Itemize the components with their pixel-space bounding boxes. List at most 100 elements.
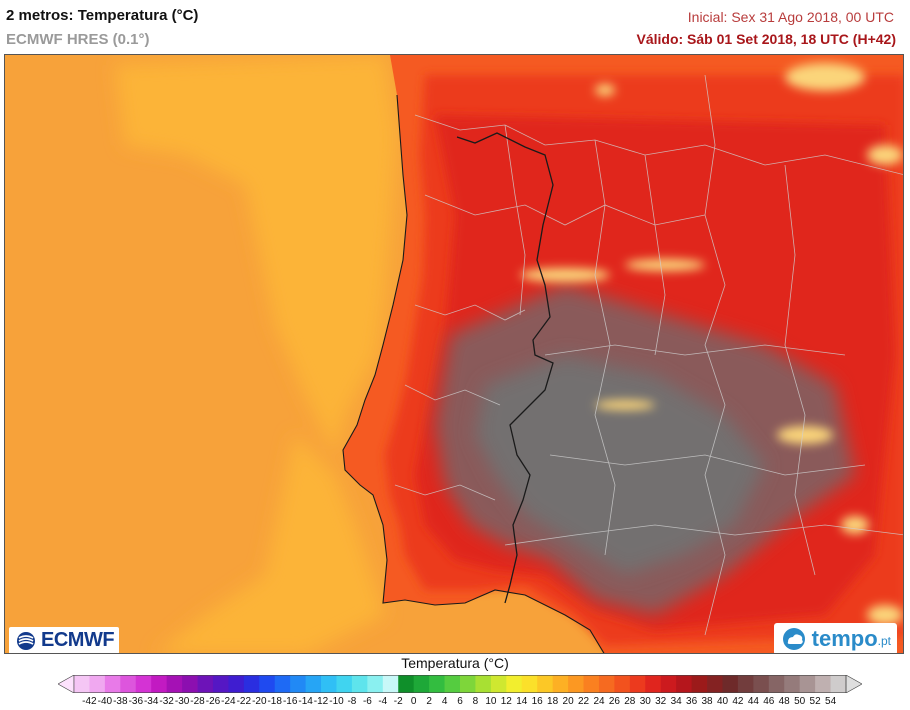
colorbar-tick-label: 54 bbox=[825, 696, 837, 707]
colorbar-swatch bbox=[707, 675, 723, 693]
colorbar-swatch bbox=[614, 675, 631, 693]
colorbar-tick-label: 52 bbox=[809, 696, 821, 707]
region-boundary bbox=[594, 139, 616, 556]
mountain-cold-spot bbox=[867, 605, 903, 625]
ecmwf-logo: ECMWF bbox=[9, 627, 120, 653]
colorbar-tick-label: -6 bbox=[362, 696, 372, 707]
colorbar-swatch bbox=[815, 675, 831, 693]
colorbar-tick-label: 10 bbox=[485, 696, 497, 707]
colorbar-tick-label: 28 bbox=[624, 696, 636, 707]
region-boundary bbox=[549, 454, 866, 476]
mountain-cold-spot bbox=[841, 516, 869, 534]
portugal-spain-border bbox=[456, 132, 554, 604]
colorbar-tick-label: -18 bbox=[267, 696, 282, 707]
colorbar-swatch bbox=[444, 675, 461, 693]
colorbar-tick-label: 6 bbox=[457, 696, 463, 707]
colorbar-swatch bbox=[799, 675, 816, 693]
tempo-logo: tempo .pt bbox=[773, 623, 897, 653]
colorbar-swatch bbox=[784, 675, 801, 693]
colorbar-swatch bbox=[660, 675, 677, 693]
temperature-map[interactable]: ECMWF tempo .pt bbox=[4, 54, 904, 654]
colorbar-swatch bbox=[568, 675, 584, 693]
colorbar-swatch bbox=[537, 675, 554, 693]
colorbar-swatch bbox=[460, 675, 476, 693]
colorbar-tick-label: -4 bbox=[378, 696, 388, 707]
colorbar-swatch bbox=[259, 675, 276, 693]
colorbar-tick-label: -2 bbox=[393, 696, 403, 707]
colorbar-swatch bbox=[583, 675, 600, 693]
colorbar-tick-label: -8 bbox=[347, 696, 357, 707]
colorbar-swatch bbox=[197, 675, 214, 693]
colorbar-swatch bbox=[120, 675, 137, 693]
colorbar-tick-label: 20 bbox=[562, 696, 574, 707]
colorbar-swatch bbox=[398, 675, 415, 693]
colorbar-tick-label: 12 bbox=[500, 696, 512, 707]
colorbar-swatch bbox=[691, 675, 708, 693]
chart-title: 2 metros: Temperatura (°C) bbox=[6, 7, 199, 24]
colorbar-tick-label: -42 bbox=[82, 696, 97, 707]
colorbar-tick-label: -12 bbox=[313, 696, 329, 707]
colorbar-swatch bbox=[290, 675, 306, 693]
colorbar-tick-label: -16 bbox=[282, 696, 298, 707]
colorbar-tick-label: -40 bbox=[97, 696, 113, 707]
colorbar-over-arrow bbox=[845, 675, 862, 693]
colorbar-tick-label: 30 bbox=[639, 696, 651, 707]
colorbar-swatch bbox=[521, 675, 538, 693]
colorbar-tick-label: 18 bbox=[547, 696, 559, 707]
colorbar-tick-label: -22 bbox=[236, 696, 252, 707]
model-label: ECMWF HRES (0.1°) bbox=[6, 31, 150, 48]
colorbar-tick-label: 36 bbox=[686, 696, 698, 707]
mountain-cold-spot bbox=[595, 400, 655, 410]
colorbar-swatch bbox=[135, 675, 152, 693]
region-boundary bbox=[414, 304, 526, 321]
colorbar-swatch bbox=[305, 675, 322, 693]
colorbar-tick-label: -20 bbox=[252, 696, 267, 707]
tempo-cloud-icon bbox=[782, 628, 805, 650]
coastline bbox=[342, 94, 605, 653]
colorbar-tick-label: -24 bbox=[221, 696, 236, 707]
initial-time: Inicial: Sex 31 Ago 2018, 00 UTC bbox=[687, 9, 894, 25]
tempo-logo-suffix: .pt bbox=[877, 634, 891, 648]
map-canvas bbox=[5, 55, 903, 653]
colorbar-tick-label: 16 bbox=[531, 696, 543, 707]
colorbar-under-arrow bbox=[58, 675, 75, 693]
colorbar-swatch bbox=[753, 675, 770, 693]
colorbar-tick-label: 34 bbox=[670, 696, 682, 707]
region-boundary bbox=[504, 124, 526, 316]
near-coast-sea bbox=[115, 55, 397, 653]
colorbar-swatch bbox=[506, 675, 523, 693]
region-boundary bbox=[784, 164, 816, 576]
colorbar-swatch bbox=[351, 675, 368, 693]
colorbar-swatch bbox=[475, 675, 492, 693]
colorbar-labels: -42 -40 -38 -36 -34 -32 -30 -28 -26 -24 -22 -20 -18-… bbox=[0, 696, 910, 710]
colorbar-swatch bbox=[166, 675, 183, 693]
colorbar-tick-label: 32 bbox=[655, 696, 667, 707]
colorbar-tick-label: 14 bbox=[516, 696, 528, 707]
colorbar-swatch bbox=[182, 675, 198, 693]
colorbar-tick-label: -28 bbox=[190, 696, 205, 707]
colorbar-swatch bbox=[490, 675, 507, 693]
colorbar-swatch bbox=[552, 675, 569, 693]
ecmwf-logo-text: ECMWF bbox=[41, 629, 115, 651]
region-boundary bbox=[504, 524, 903, 546]
mountain-cold-spot bbox=[785, 63, 865, 91]
colorbar-swatch bbox=[151, 675, 168, 693]
colorbar-swatch bbox=[645, 675, 662, 693]
colorbar-tick-label: 38 bbox=[701, 696, 713, 707]
colorbar-swatch bbox=[228, 675, 245, 693]
colorbar-swatch bbox=[429, 675, 445, 693]
mountain-cold-spot bbox=[777, 426, 833, 444]
region-boundary bbox=[404, 384, 501, 406]
valid-time: Válido: Sáb 01 Set 2018, 18 UTC (H+42) bbox=[636, 31, 897, 47]
ecmwf-logo-icon bbox=[17, 631, 35, 650]
region-boundary bbox=[704, 74, 726, 636]
colorbar-tick-label: 8 bbox=[472, 696, 479, 707]
region-boundary bbox=[544, 344, 846, 356]
colorbar-tick-label: 24 bbox=[593, 696, 605, 707]
colorbar-tick-label: -14 bbox=[298, 696, 313, 707]
colorbar bbox=[58, 675, 862, 693]
colorbar-swatch bbox=[768, 675, 785, 693]
colorbar-tick-label: -30 bbox=[174, 696, 190, 707]
colorbar-swatch bbox=[413, 675, 430, 693]
region-boundary bbox=[644, 154, 666, 356]
